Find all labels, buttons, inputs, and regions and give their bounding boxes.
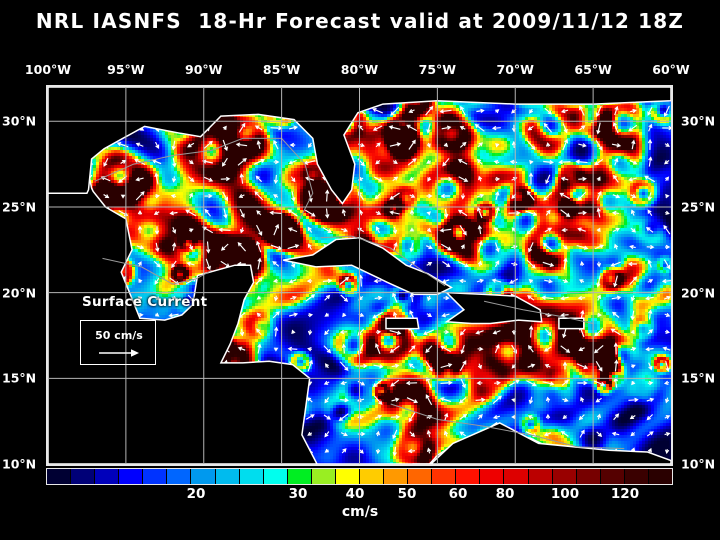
velocity-scale-label: 50 cm/s bbox=[81, 329, 157, 342]
lon-tick-label: 65°W bbox=[574, 62, 611, 77]
lon-tick-label: 75°W bbox=[419, 62, 456, 77]
graticule bbox=[48, 87, 671, 464]
colorbar-swatch bbox=[167, 469, 192, 484]
colorbar-swatch bbox=[311, 469, 336, 484]
colorbar-swatch bbox=[47, 469, 72, 484]
colorbar-tick-label: 120 bbox=[611, 486, 639, 502]
lon-tick-label: 85°W bbox=[263, 62, 300, 77]
coastline bbox=[558, 317, 585, 330]
colorbar-swatch bbox=[360, 469, 385, 484]
colorbar-swatch bbox=[624, 469, 649, 484]
colorbar-tick-label: 50 bbox=[398, 486, 417, 502]
lat-tick-label: 30°N bbox=[681, 114, 715, 129]
colorbar[interactable] bbox=[46, 468, 673, 485]
page-title: NRL IASNFS 18-Hr Forecast valid at 2009/… bbox=[0, 9, 720, 33]
colorbar-swatch bbox=[215, 469, 240, 484]
colorbar-swatch bbox=[600, 469, 625, 484]
map-plot-area[interactable] bbox=[46, 85, 673, 466]
colorbar-swatch bbox=[95, 469, 120, 484]
lon-tick-label: 100°W bbox=[25, 62, 71, 77]
current-speed-field bbox=[48, 87, 671, 464]
colorbar-tick-label: 30 bbox=[289, 486, 308, 502]
legend-title: Surface Current bbox=[82, 294, 207, 310]
colorbar-swatch bbox=[576, 469, 601, 484]
lat-tick-label: 10°N bbox=[2, 457, 36, 472]
lat-tick-label: 20°N bbox=[681, 285, 715, 300]
colorbar-swatch bbox=[191, 469, 216, 484]
lat-tick-label: 10°N bbox=[681, 457, 715, 472]
colorbar-swatch bbox=[408, 469, 433, 484]
colorbar-tick-label: 40 bbox=[346, 486, 365, 502]
coastline bbox=[412, 422, 671, 464]
colorbar-units-label: cm/s bbox=[0, 504, 720, 520]
colorbar-tick-label: 100 bbox=[551, 486, 579, 502]
colorbar-swatch bbox=[528, 469, 553, 484]
colorbar-swatch bbox=[648, 469, 673, 484]
lon-tick-label: 60°W bbox=[652, 62, 689, 77]
lon-tick-label: 95°W bbox=[107, 62, 144, 77]
colorbar-swatch bbox=[456, 469, 481, 484]
colorbar-tick-label: 80 bbox=[496, 486, 515, 502]
lon-tick-label: 90°W bbox=[185, 62, 222, 77]
coastline bbox=[444, 291, 543, 325]
colorbar-tick-label: 60 bbox=[449, 486, 468, 502]
colorbar-swatch bbox=[239, 469, 264, 484]
coastline bbox=[385, 317, 420, 330]
velocity-scale-box: 50 cm/s bbox=[80, 320, 156, 365]
colorbar-swatch bbox=[384, 469, 409, 484]
colorbar-swatch bbox=[504, 469, 529, 484]
lat-tick-label: 25°N bbox=[2, 199, 36, 214]
colorbar-swatch bbox=[119, 469, 144, 484]
colorbar-swatch bbox=[480, 469, 505, 484]
colorbar-swatch bbox=[287, 469, 312, 484]
right-arrow-icon bbox=[99, 349, 139, 357]
colorbar-swatch bbox=[552, 469, 577, 484]
colorbar-swatch bbox=[432, 469, 457, 484]
bathymetry-contours bbox=[94, 137, 625, 450]
colorbar-tick-label: 20 bbox=[187, 486, 206, 502]
lat-tick-label: 25°N bbox=[681, 199, 715, 214]
coastline bbox=[283, 237, 453, 296]
colorbar-swatch bbox=[143, 469, 168, 484]
lat-tick-label: 15°N bbox=[2, 371, 36, 386]
lat-tick-label: 20°N bbox=[2, 285, 36, 300]
lat-tick-label: 15°N bbox=[681, 371, 715, 386]
colorbar-swatch bbox=[263, 469, 288, 484]
colorbar-swatch bbox=[335, 469, 361, 484]
lon-tick-label: 70°W bbox=[497, 62, 534, 77]
lat-tick-label: 30°N bbox=[2, 114, 36, 129]
colorbar-swatch bbox=[71, 469, 96, 484]
lon-tick-label: 80°W bbox=[341, 62, 378, 77]
